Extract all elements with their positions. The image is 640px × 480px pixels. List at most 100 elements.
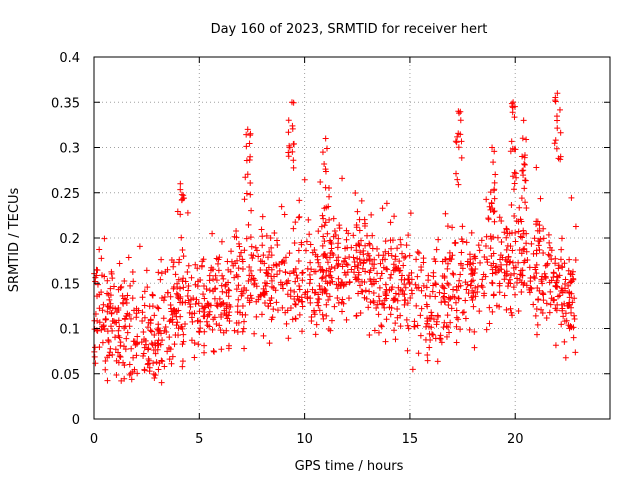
- data-point: [291, 300, 298, 307]
- data-point: [140, 328, 147, 335]
- data-point: [343, 227, 350, 234]
- data-point: [470, 303, 477, 310]
- y-tick-label: 0.05: [51, 368, 80, 383]
- data-point: [304, 288, 311, 295]
- data-point: [172, 271, 179, 278]
- data-point: [155, 330, 162, 337]
- data-point: [328, 317, 335, 324]
- data-point: [207, 302, 214, 309]
- data-point: [213, 321, 220, 328]
- data-point: [145, 319, 152, 326]
- data-point: [322, 184, 329, 191]
- data-point: [279, 304, 286, 311]
- data-point: [245, 221, 252, 228]
- data-point: [319, 149, 326, 156]
- data-point: [324, 145, 331, 152]
- data-point: [134, 370, 141, 377]
- data-point: [561, 260, 568, 267]
- data-point: [334, 285, 341, 292]
- data-point: [201, 304, 208, 311]
- data-point: [356, 256, 363, 263]
- data-point: [512, 170, 519, 177]
- data-point: [501, 229, 508, 236]
- data-point: [331, 265, 338, 272]
- data-point: [311, 289, 318, 296]
- data-point: [218, 282, 225, 289]
- data-point: [329, 278, 336, 285]
- data-point: [494, 234, 501, 241]
- data-point: [148, 328, 155, 335]
- data-point: [234, 329, 241, 336]
- data-point: [390, 267, 397, 274]
- data-point: [536, 227, 543, 234]
- data-point: [471, 253, 478, 260]
- data-point: [259, 242, 266, 249]
- data-point: [291, 239, 298, 246]
- data-point: [122, 323, 129, 330]
- data-point: [224, 258, 231, 265]
- data-point: [144, 361, 151, 368]
- data-point: [518, 195, 525, 202]
- data-point: [394, 305, 401, 312]
- data-point: [352, 276, 359, 283]
- data-point: [366, 288, 373, 295]
- data-point: [570, 276, 577, 283]
- data-point: [513, 217, 520, 224]
- data-point: [307, 299, 314, 306]
- data-point: [471, 344, 478, 351]
- data-point: [553, 283, 560, 290]
- data-point: [241, 247, 248, 254]
- data-point: [511, 114, 518, 121]
- data-point: [325, 272, 332, 279]
- data-point: [286, 142, 293, 149]
- data-point: [531, 235, 538, 242]
- data-point: [182, 278, 189, 285]
- data-point: [321, 222, 328, 229]
- data-point: [422, 336, 429, 343]
- data-point: [305, 216, 312, 223]
- data-point: [402, 253, 409, 260]
- data-point: [323, 301, 330, 308]
- data-point: [99, 307, 106, 314]
- data-point: [502, 256, 509, 263]
- data-point: [397, 236, 404, 243]
- data-point: [199, 303, 206, 310]
- data-point: [259, 213, 266, 220]
- data-point: [386, 304, 393, 311]
- data-point: [296, 311, 303, 318]
- data-point: [533, 261, 540, 268]
- data-point: [498, 238, 505, 245]
- data-point: [234, 273, 241, 280]
- data-point: [204, 300, 211, 307]
- data-point: [291, 288, 298, 295]
- data-point: [115, 306, 122, 313]
- data-point: [321, 160, 328, 167]
- data-point: [246, 272, 253, 279]
- data-point: [430, 316, 437, 323]
- data-point: [540, 291, 547, 298]
- data-point: [509, 104, 516, 111]
- data-point: [552, 137, 559, 144]
- data-point: [227, 303, 234, 310]
- data-point: [361, 216, 368, 223]
- data-point: [562, 310, 569, 317]
- data-point: [491, 186, 498, 193]
- data-point: [105, 337, 112, 344]
- data-point: [523, 230, 530, 237]
- data-point: [539, 290, 546, 297]
- data-point: [178, 234, 185, 241]
- data-point: [392, 336, 399, 343]
- data-point: [418, 267, 425, 274]
- data-point: [442, 256, 449, 263]
- data-point: [414, 322, 421, 329]
- data-point: [128, 345, 135, 352]
- data-point: [353, 224, 360, 231]
- data-point: [290, 157, 297, 164]
- data-point: [319, 242, 326, 249]
- data-point: [387, 311, 394, 318]
- data-point: [441, 298, 448, 305]
- data-point: [407, 210, 414, 217]
- data-point: [456, 277, 463, 284]
- data-point: [560, 313, 567, 320]
- data-point: [320, 233, 327, 240]
